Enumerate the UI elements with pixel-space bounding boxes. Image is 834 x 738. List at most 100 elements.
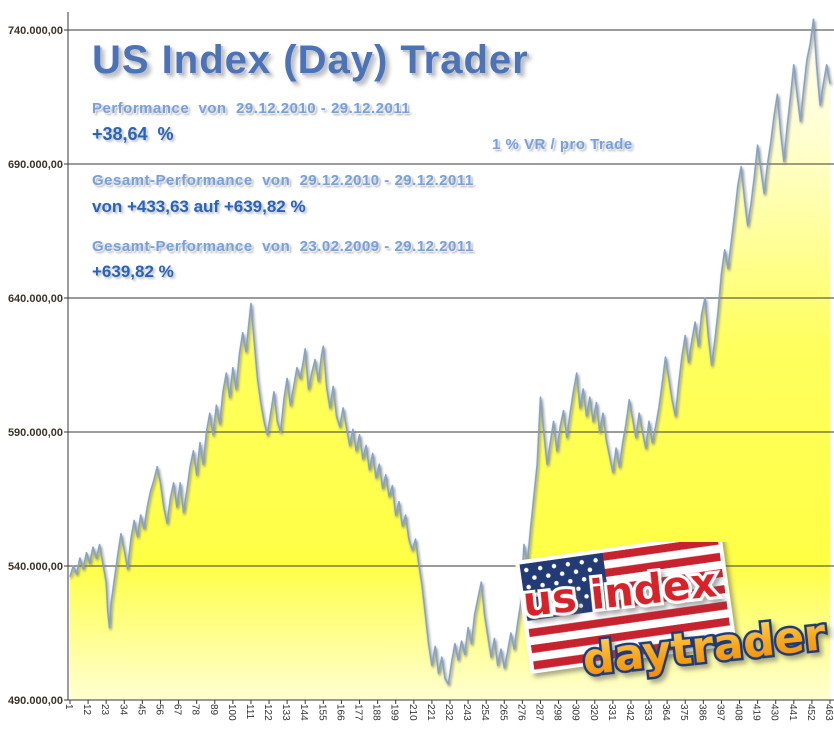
- x-axis-label: 177: [353, 704, 364, 721]
- x-axis-label: 441: [787, 704, 798, 721]
- flag-star: [554, 580, 559, 586]
- gesamt-performance-2010-label: Gesamt-Performance von 29.12.2010 - 29.1…: [92, 172, 474, 189]
- x-axis-label: 23: [99, 704, 110, 716]
- flag-star: [551, 563, 557, 569]
- gesamt-performance-2010-value: von +433,63 auf +639,82 %: [92, 197, 306, 216]
- x-axis-label: 100: [226, 704, 237, 721]
- x-axis-label: 56: [154, 704, 165, 716]
- flag-star: [537, 565, 543, 571]
- flag-star: [548, 590, 553, 595]
- y-axis-label: 540.000,00: [8, 561, 63, 573]
- y-axis-label: 690.000,00: [8, 159, 63, 171]
- flag-star: [534, 592, 540, 597]
- x-axis-label: 298: [552, 704, 563, 721]
- flag-star: [562, 588, 567, 593]
- x-axis-label: 45: [135, 704, 146, 716]
- x-axis-label: 221: [425, 704, 436, 721]
- flag-stripe: [533, 633, 733, 670]
- x-axis-label: 408: [733, 704, 744, 721]
- y-axis-label: 590.000,00: [8, 427, 63, 439]
- x-axis-label: 353: [642, 704, 653, 721]
- flag-star: [524, 567, 529, 573]
- flag-star: [581, 577, 587, 582]
- x-axis-label: 232: [443, 704, 454, 721]
- flag-star: [573, 569, 579, 574]
- flag-stripe: [528, 601, 728, 638]
- flag-star: [568, 579, 573, 584]
- x-axis-label: 144: [298, 704, 309, 721]
- flag-star: [528, 601, 534, 607]
- risk-note: 1 % VR / pro Trade: [492, 136, 633, 153]
- flag-star: [564, 605, 570, 610]
- x-axis-label: 463: [823, 704, 834, 721]
- x-axis-label: 320: [588, 704, 599, 721]
- x-axis-label: 243: [461, 704, 472, 721]
- gesamt-performance-2009-value: +639,82 %: [92, 262, 174, 281]
- flag-star: [526, 584, 531, 590]
- flag-star: [593, 558, 598, 563]
- x-axis-label: 166: [334, 704, 345, 721]
- y-axis-label: 490.000,00: [8, 695, 63, 707]
- performance-label: Performance von 29.12.2010 - 29.12.2011: [92, 100, 411, 117]
- x-axis-label: 1: [63, 704, 74, 710]
- flag-star: [578, 603, 584, 609]
- x-axis-label: 364: [660, 704, 671, 721]
- x-axis-label: 265: [497, 704, 508, 721]
- flag-star: [570, 596, 575, 601]
- page-title: US Index (Day) Trader: [92, 38, 529, 82]
- x-axis-label: 276: [515, 704, 526, 721]
- flag-star: [550, 607, 556, 612]
- flag-star: [592, 601, 597, 607]
- flag-star: [587, 567, 593, 572]
- x-axis-label: 386: [696, 704, 707, 721]
- flag-star: [542, 599, 548, 605]
- x-axis-label: 452: [805, 704, 816, 721]
- daytrader-logo-graphic: us index daytrader: [515, 532, 831, 688]
- x-axis-label: 254: [479, 704, 490, 721]
- flag-star: [559, 571, 565, 576]
- equity-area-series: [70, 19, 830, 701]
- flag-star: [532, 575, 537, 580]
- x-axis-label: 342: [624, 704, 635, 721]
- x-axis-label: 89: [208, 704, 219, 716]
- flag-star: [598, 592, 603, 597]
- x-axis-label: 309: [570, 704, 581, 721]
- x-axis-label: 397: [714, 704, 725, 721]
- gesamt-performance-2009-label: Gesamt-Performance von 23.02.2009 - 29.1…: [92, 238, 474, 255]
- x-axis-label: 287: [534, 704, 545, 721]
- flag-star: [579, 560, 584, 565]
- flag-stripe: [531, 625, 732, 662]
- flag-stripe: [530, 617, 731, 654]
- x-axis-label: 188: [371, 704, 382, 721]
- flag-star: [565, 561, 571, 567]
- y-axis-label: 740.000,00: [8, 25, 63, 37]
- flag-star: [537, 609, 542, 614]
- flag-star: [540, 582, 545, 588]
- x-axis-label: 375: [678, 704, 689, 721]
- x-axis-label: 34: [117, 704, 128, 716]
- equity-line-series: [69, 18, 831, 685]
- flag-stripe: [527, 593, 727, 630]
- us-flag-icon: [515, 532, 737, 674]
- x-axis-label: 419: [751, 704, 762, 721]
- x-axis-label: 67: [172, 704, 183, 716]
- performance-value: +38,64 %: [92, 124, 174, 144]
- x-axis-label: 111: [244, 704, 255, 720]
- flag-star: [556, 598, 562, 603]
- x-axis-label: 133: [280, 704, 291, 721]
- flag-stripe: [529, 609, 729, 646]
- flag-star: [595, 575, 601, 580]
- x-axis-label: 12: [81, 704, 92, 716]
- flag-star: [590, 584, 595, 590]
- x-axis-label: 210: [407, 704, 418, 721]
- x-axis-label: 199: [389, 704, 400, 721]
- flag-star: [584, 594, 589, 599]
- x-axis-label: 78: [190, 704, 201, 716]
- x-axis-label: 122: [262, 704, 273, 721]
- flag-star: [576, 586, 581, 591]
- flag-star: [546, 573, 551, 578]
- y-axis-label: 640.000,00: [8, 293, 63, 305]
- daytrader-logo: us index daytrader: [508, 532, 834, 708]
